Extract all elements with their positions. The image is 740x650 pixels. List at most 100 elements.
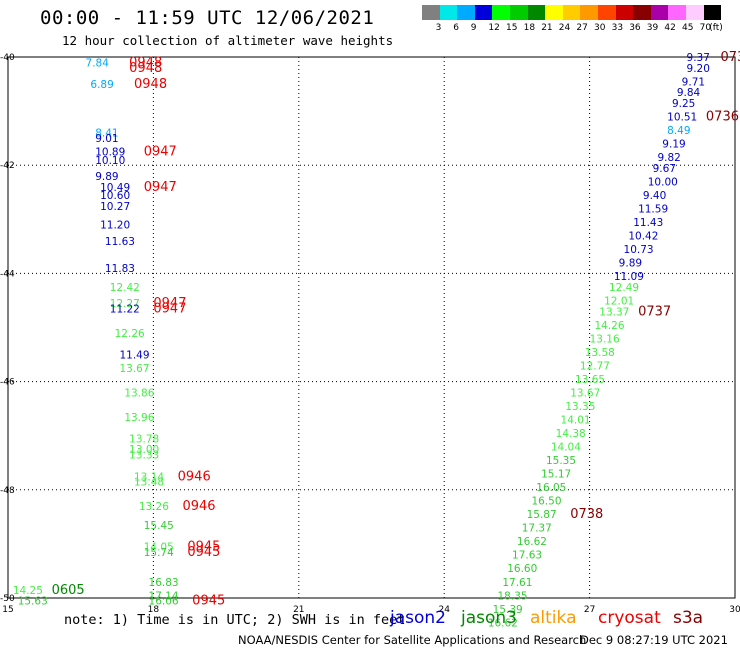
wave-height-label: 9.71 bbox=[682, 76, 705, 88]
pass-time-label: 0945 bbox=[192, 594, 225, 609]
wave-height-label: 12.49 bbox=[609, 282, 639, 294]
wave-height-label: 15.17 bbox=[541, 469, 571, 481]
pass-time-label: 0738 bbox=[570, 507, 603, 522]
x-tick-label: 30 bbox=[729, 605, 740, 615]
wave-height-label: 14.04 bbox=[551, 442, 581, 454]
wave-height-label: 14.25 bbox=[13, 585, 43, 597]
wave-height-label: 11.09 bbox=[614, 271, 644, 283]
color-scale-unit: (ft) bbox=[709, 23, 723, 33]
wave-height-label: 11.59 bbox=[638, 203, 668, 215]
x-tick-label: 27 bbox=[584, 605, 595, 615]
wave-height-label: 16.60 bbox=[507, 563, 537, 575]
color-scale-swatch bbox=[650, 5, 669, 20]
legend-item-s3a: s3a bbox=[673, 608, 704, 628]
color-scale-label: 18 bbox=[523, 23, 536, 33]
wave-height-label: 7.84 bbox=[86, 57, 110, 69]
wave-height-label: 9.40 bbox=[643, 190, 666, 202]
pass-time-label: 0946 bbox=[182, 499, 215, 514]
pass-time-label: 0736 bbox=[720, 50, 740, 65]
page-subtitle: 12 hour collection of altimeter wave hei… bbox=[62, 33, 394, 48]
wave-height-label: 9.67 bbox=[653, 163, 676, 175]
x-tick-label: 18 bbox=[148, 605, 160, 615]
footer-source: NOAA/NESDIS Center for Satellite Applica… bbox=[238, 633, 587, 647]
wave-height-label: 13.96 bbox=[124, 412, 154, 424]
x-tick-label: 24 bbox=[438, 605, 450, 615]
wave-height-label: 16.83 bbox=[149, 577, 179, 589]
color-scale-label: 21 bbox=[541, 23, 553, 33]
wave-height-label: 9.37 bbox=[687, 52, 710, 64]
wave-height-label: 10.73 bbox=[624, 244, 654, 256]
legend-item-jason2: jason2 bbox=[390, 608, 446, 628]
wave-height-label: 13.78 bbox=[129, 433, 159, 445]
color-scale-swatch bbox=[580, 5, 598, 20]
footer-timestamp: Dec 9 08:27:19 UTC 2021 bbox=[580, 633, 728, 647]
wave-height-label: 11.83 bbox=[105, 263, 135, 275]
map-frame bbox=[7, 56, 736, 599]
color-scale-label: 27 bbox=[576, 23, 588, 33]
color-scale-label: 3 bbox=[435, 23, 442, 33]
x-tick-label: 21 bbox=[293, 605, 304, 615]
pass-time-label: 0945 bbox=[187, 540, 220, 555]
pass-time-label: 0605 bbox=[52, 583, 85, 598]
wave-height-label: 9.89 bbox=[95, 171, 118, 183]
wave-height-label: 16.62 bbox=[488, 617, 518, 629]
wave-height-label: 15.74 bbox=[144, 547, 174, 559]
wave-height-label: 15.63 bbox=[18, 596, 48, 608]
wave-height-label: 16.62 bbox=[517, 536, 547, 548]
wave-height-label: 10.60 bbox=[100, 190, 130, 202]
wave-height-label: 11.20 bbox=[100, 220, 130, 232]
wave-height-label: 13.86 bbox=[124, 387, 154, 399]
wave-height-label: 14.26 bbox=[594, 320, 624, 332]
x-tick-label: 15 bbox=[2, 605, 13, 615]
color-scale-label: 6 bbox=[453, 23, 459, 33]
color-scale-swatch bbox=[527, 5, 546, 20]
color-scale-label: 15 bbox=[506, 23, 518, 33]
color-scale-label: 70 bbox=[699, 23, 712, 33]
wave-height-label: 13.35 bbox=[565, 401, 595, 413]
wave-height-label: 13.58 bbox=[585, 347, 615, 359]
wave-height-label: 15.39 bbox=[493, 604, 523, 616]
wave-height-label: 11.43 bbox=[633, 217, 663, 229]
wave-height-label: 13.37 bbox=[599, 306, 629, 318]
pass-time-label: 0945 bbox=[187, 545, 220, 560]
color-scale-swatch bbox=[598, 5, 616, 20]
wave-height-label: 16.50 bbox=[531, 496, 561, 508]
wave-height-label: 13.26 bbox=[139, 501, 169, 513]
color-scale-swatch bbox=[703, 5, 722, 20]
wave-height-label: 13.48 bbox=[134, 477, 164, 489]
legend-item-altika: altika bbox=[530, 608, 577, 628]
wave-height-label: 10.27 bbox=[100, 201, 130, 213]
wave-height-label: 16.06 bbox=[149, 596, 179, 608]
pass-time-label: 0947 bbox=[153, 302, 186, 317]
y-tick-label: -50 bbox=[0, 594, 15, 604]
color-scale-swatch bbox=[545, 5, 563, 20]
color-scale-swatch bbox=[668, 5, 686, 20]
wave-height-label: 15.45 bbox=[144, 520, 174, 532]
wave-height-label: 13.67 bbox=[119, 363, 149, 375]
wave-height-label: 8.49 bbox=[667, 125, 690, 137]
wave-height-label: 16.05 bbox=[536, 482, 566, 494]
color-scale-label: 42 bbox=[664, 23, 676, 33]
y-tick-label: -40 bbox=[0, 53, 15, 63]
color-scale-label: 12 bbox=[488, 23, 500, 33]
page-title: 00:00 - 11:59 UTC 12/06/2021 bbox=[40, 7, 375, 29]
wave-height-label: 12.42 bbox=[110, 282, 140, 294]
legend-item-jason3: jason3 bbox=[461, 608, 517, 628]
wave-height-label: 15.87 bbox=[527, 509, 557, 521]
wave-height-label: 12.26 bbox=[115, 328, 145, 340]
wave-height-label: 13.00 bbox=[129, 444, 159, 456]
wave-height-label: 12.01 bbox=[604, 295, 634, 307]
color-scale-swatch bbox=[686, 5, 704, 20]
wave-height-label: 11.49 bbox=[119, 350, 149, 362]
color-scale-swatch bbox=[474, 5, 493, 20]
color-scale-swatch bbox=[615, 5, 634, 20]
pass-time-label: 0948 bbox=[129, 61, 162, 76]
color-scale-label: 36 bbox=[629, 23, 641, 33]
wave-height-label: 9.84 bbox=[677, 87, 701, 99]
wave-height-label: 14.38 bbox=[556, 428, 586, 440]
wave-height-label: 12.27 bbox=[110, 298, 140, 310]
units-note: note: 1) Time is in UTC; 2) SWH is in fe… bbox=[64, 612, 406, 628]
color-scale-label: 45 bbox=[682, 23, 694, 33]
